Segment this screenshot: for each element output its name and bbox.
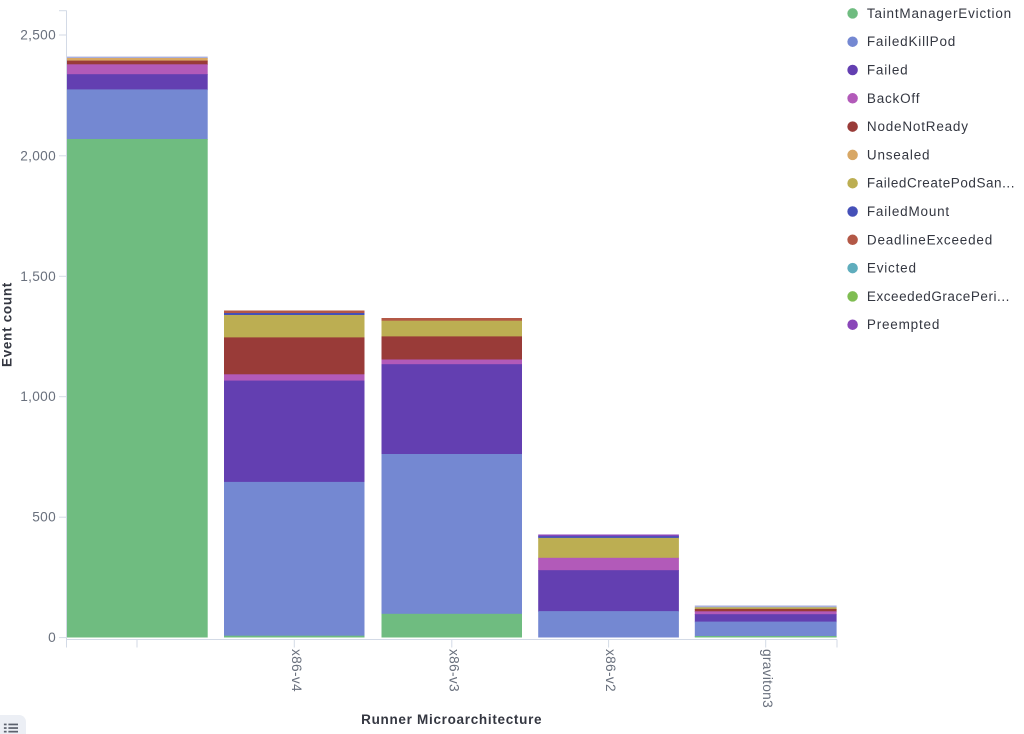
svg-text:FailedCreatePodSan...: FailedCreatePodSan...: [867, 176, 1015, 191]
svg-text:1,000: 1,000: [20, 389, 56, 404]
svg-text:FailedKillPod: FailedKillPod: [867, 34, 956, 49]
svg-text:ExceededGracePeri...: ExceededGracePeri...: [867, 289, 1010, 304]
svg-text:Failed: Failed: [867, 63, 909, 78]
svg-text:NodeNotReady: NodeNotReady: [867, 119, 969, 134]
svg-text:2,500: 2,500: [20, 28, 56, 43]
svg-text:Runner Microarchitecture: Runner Microarchitecture: [361, 712, 542, 727]
svg-text:x86-v2: x86-v2: [603, 649, 618, 692]
svg-text:500: 500: [32, 510, 56, 525]
svg-text:Unsealed: Unsealed: [867, 147, 930, 162]
svg-text:Evicted: Evicted: [867, 261, 917, 276]
svg-text:Preempted: Preempted: [867, 317, 940, 332]
svg-text:x86-v3: x86-v3: [446, 649, 461, 692]
svg-text:DeadlineExceeded: DeadlineExceeded: [867, 232, 993, 247]
svg-text:0: 0: [48, 630, 56, 645]
svg-text:BackOff: BackOff: [867, 91, 920, 106]
svg-text:1,500: 1,500: [20, 269, 56, 284]
svg-text:Event count: Event count: [0, 282, 15, 367]
svg-text:x86-v4: x86-v4: [289, 649, 304, 692]
svg-text:graviton3: graviton3: [760, 649, 775, 708]
svg-text:FailedMount: FailedMount: [867, 204, 950, 219]
svg-text:2,000: 2,000: [20, 148, 56, 163]
svg-text:TaintManagerEviction: TaintManagerEviction: [867, 6, 1012, 21]
